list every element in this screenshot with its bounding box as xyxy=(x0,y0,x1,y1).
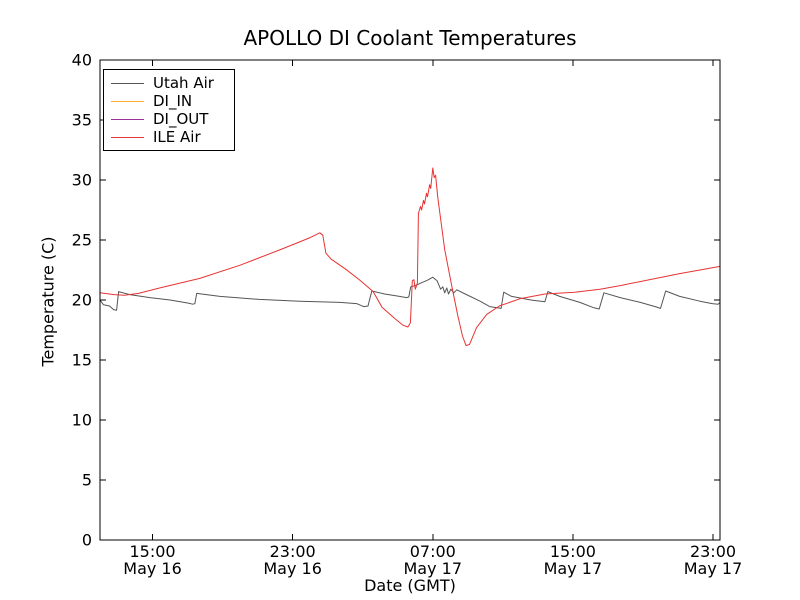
legend-item-label: DI_OUT xyxy=(153,110,209,128)
legend-item: DI_OUT xyxy=(111,111,228,127)
y-tick-label: 30 xyxy=(72,171,92,190)
x-tick-label-time: 23:00 xyxy=(270,542,316,561)
legend: Utah Air DI_IN DI_OUT ILE Air xyxy=(103,69,235,151)
y-tick-label: 20 xyxy=(72,291,92,310)
x-tick-label-time: 15:00 xyxy=(129,542,175,561)
y-tick-label: 35 xyxy=(72,111,92,130)
x-axis-label: Date (GMT) xyxy=(364,576,456,595)
y-axis-label: Temperature (C) xyxy=(38,236,58,367)
y-tick-label: 0 xyxy=(82,531,92,550)
x-tick-label-date: May 17 xyxy=(684,559,743,578)
x-tick-label-time: 15:00 xyxy=(550,542,596,561)
legend-line-sample xyxy=(111,82,144,84)
series-line-ile-air xyxy=(99,167,721,347)
x-tick-label-date: May 16 xyxy=(123,559,182,578)
x-tick-label-time: 23:00 xyxy=(690,542,736,561)
legend-line-sample xyxy=(111,100,144,102)
legend-line-sample xyxy=(111,136,144,138)
y-tick-label: 40 xyxy=(72,51,92,70)
legend-item-label: Utah Air xyxy=(153,74,214,92)
x-tick-label-date: May 16 xyxy=(263,559,322,578)
legend-item-label: ILE Air xyxy=(153,128,201,146)
legend-item: DI_IN xyxy=(111,93,228,109)
legend-item: ILE Air xyxy=(111,129,228,145)
series-line-utah-air xyxy=(99,276,721,311)
y-tick-label: 10 xyxy=(72,411,92,430)
legend-line-sample xyxy=(111,118,144,120)
legend-item-label: DI_IN xyxy=(153,92,193,110)
y-tick-label: 15 xyxy=(72,351,92,370)
y-tick-label: 5 xyxy=(82,471,92,490)
x-tick-label-date: May 17 xyxy=(544,559,603,578)
y-tick-label: 25 xyxy=(72,231,92,250)
x-tick-label-date: May 17 xyxy=(404,559,463,578)
chart-title: APOLLO DI Coolant Temperatures xyxy=(243,26,577,50)
x-tick-label-time: 07:00 xyxy=(410,542,456,561)
legend-item: Utah Air xyxy=(111,75,228,91)
